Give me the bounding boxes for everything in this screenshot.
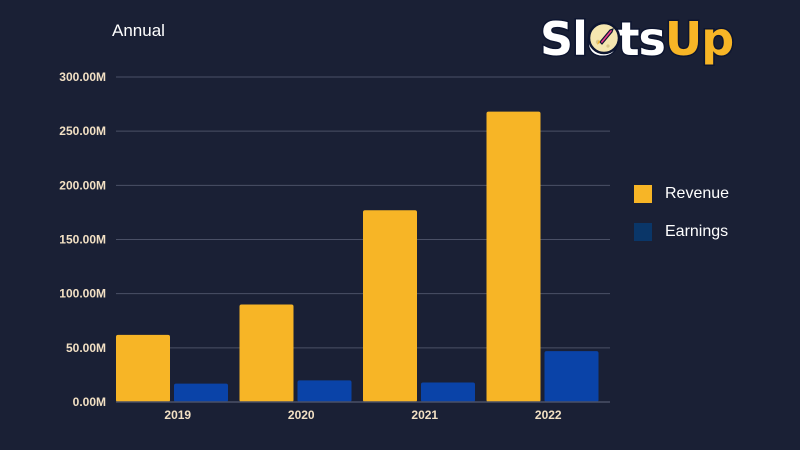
- bar-earnings-2022: [544, 351, 599, 402]
- legend-label-earnings: Earnings: [665, 223, 729, 240]
- chart-title: Annual: [112, 21, 165, 40]
- bar-earnings-2021: [421, 382, 475, 402]
- bar-revenue-2022: [486, 111, 541, 403]
- y-tick-label: 250.00M: [59, 124, 106, 138]
- y-tick-label: 50.00M: [66, 341, 106, 355]
- y-tick-label: 300.00M: [59, 70, 106, 84]
- slotsup-logo: SlotsUp: [539, 8, 736, 70]
- rocket-icon: [587, 21, 621, 55]
- legend-item-revenue: Revenue: [634, 184, 729, 204]
- y-tick-label: 150.00M: [59, 233, 106, 247]
- bar-earnings-2020: [297, 380, 352, 402]
- bar-revenue-2019: [116, 334, 170, 402]
- x-tick-label: 2021: [411, 408, 438, 422]
- x-tick-label: 2022: [535, 408, 562, 422]
- y-tick-label: 0.00M: [73, 395, 106, 409]
- legend-swatch-revenue: [634, 185, 652, 203]
- x-tick-label: 2020: [288, 408, 315, 422]
- bar-revenue-2021: [363, 210, 417, 402]
- bar-earnings-2019: [174, 383, 228, 402]
- legend: Revenue Earnings: [634, 184, 729, 260]
- legend-label-revenue: Revenue: [665, 185, 730, 202]
- legend-item-earnings: Earnings: [634, 222, 729, 242]
- legend-swatch-earnings: [634, 223, 652, 241]
- y-tick-label: 100.00M: [59, 287, 106, 301]
- bar-revenue-2020: [239, 304, 294, 402]
- x-tick-label: 2019: [164, 408, 191, 422]
- y-tick-label: 200.00M: [59, 178, 106, 192]
